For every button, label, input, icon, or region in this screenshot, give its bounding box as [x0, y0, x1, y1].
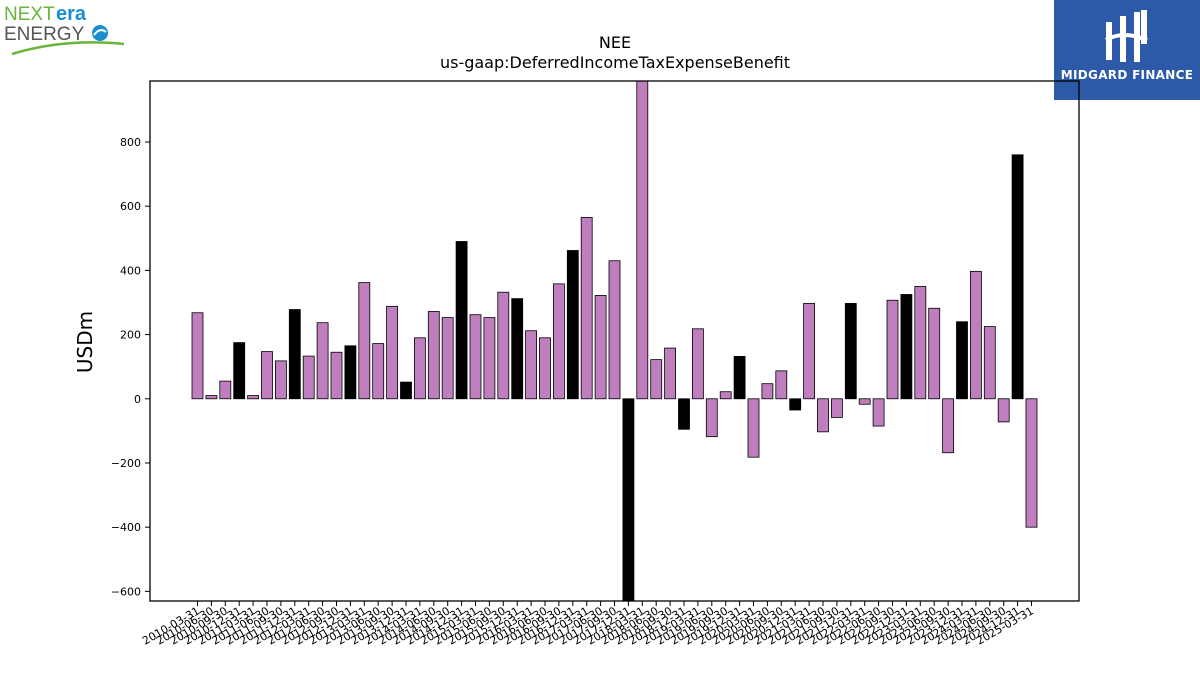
bar-2022-09-30: [886, 299, 899, 400]
bar-2013-09-30: [386, 305, 399, 400]
bar-2016-03-31: [525, 330, 537, 400]
bar-2018-06-30: [650, 359, 663, 400]
bar-2021-06-30: [817, 398, 829, 433]
bar-2012-03-31: [302, 355, 315, 400]
y-tick-label: 0: [134, 393, 141, 406]
bar-2010-09-30: [219, 380, 232, 400]
midgard-finance-logo: MIDGARD FINANCE: [1054, 0, 1200, 100]
bar-2013-06-30: [372, 343, 385, 400]
bar-2014-06-30: [427, 311, 440, 400]
bar-2013-12-31: [400, 381, 412, 400]
nextera-energy-logo: NEXT era ENERGY: [4, 2, 128, 60]
bar-2023-12-31: [956, 321, 968, 400]
nextera-logo-graphic: NEXT era ENERGY: [4, 3, 125, 56]
bar-2011-12-31: [288, 309, 301, 400]
bar-2020-03-31: [747, 398, 760, 458]
bar-2015-12-31: [511, 298, 524, 400]
bar-2020-12-31: [789, 398, 802, 411]
bar-2025-03-31: [1025, 398, 1038, 528]
bars-group: [191, 80, 1038, 602]
bar-2023-06-30: [928, 307, 941, 400]
bar-2016-09-30: [553, 283, 565, 400]
bar-2019-06-30: [705, 398, 718, 438]
bar-2015-03-31: [469, 314, 482, 400]
bar-2015-09-30: [497, 291, 510, 400]
bar-2023-03-31: [914, 286, 927, 400]
bar-2011-06-30: [261, 351, 273, 400]
y-tick-label: −600: [111, 585, 141, 598]
midgard-brand-name: MIDGARD FINANCE: [1060, 68, 1194, 82]
bar-2024-09-30: [997, 398, 1010, 423]
logo-arc: [11, 41, 125, 56]
bar-2011-03-31: [247, 395, 260, 400]
chart-title: NEE: [599, 33, 631, 52]
y-tick-label: 800: [120, 136, 141, 149]
bar-2013-03-31: [358, 282, 371, 400]
bar-2012-09-30: [330, 351, 343, 400]
bar-2019-03-31: [692, 328, 704, 400]
y-tick-label: −200: [111, 457, 141, 470]
bar-2024-03-31: [970, 270, 982, 400]
bar-2010-12-31: [233, 342, 246, 400]
bar-2017-03-31: [580, 217, 593, 400]
bar-2015-06-30: [483, 317, 496, 400]
bar-2022-03-31: [858, 398, 871, 405]
bar-2024-06-30: [983, 326, 996, 400]
logo-swirl-icon: [92, 25, 108, 41]
bar-2018-09-30: [664, 347, 676, 400]
bar-2018-12-31: [678, 398, 690, 430]
bar-2011-09-30: [274, 360, 287, 400]
bar-2020-09-30: [775, 370, 788, 400]
bar-2014-09-30: [441, 317, 454, 400]
chart-subtitle: us-gaap:DeferredIncomeTaxExpenseBenefit: [440, 53, 790, 72]
bar-2021-12-31: [844, 303, 857, 400]
y-tick-label: 200: [120, 329, 141, 342]
bar-2017-12-31: [622, 398, 635, 602]
bar-2010-03-31: [191, 312, 204, 400]
bar-2019-09-30: [719, 391, 732, 400]
logo-energy-text: ENERGY: [4, 24, 85, 45]
bar-2022-06-30: [872, 398, 885, 427]
bar-2017-06-30: [594, 295, 607, 400]
midgard-emblem-icon: [1104, 10, 1148, 62]
bar-2014-12-31: [455, 241, 468, 400]
bar-2020-06-30: [761, 383, 774, 400]
bar-2010-06-30: [205, 395, 218, 400]
bar-2016-12-31: [566, 250, 579, 400]
bar-2021-09-30: [831, 398, 843, 418]
bar-2019-12-31: [733, 356, 746, 400]
bar-2012-06-30: [316, 322, 329, 400]
bar-2022-12-31: [900, 294, 913, 400]
bar-2021-03-31: [803, 303, 815, 400]
y-axis-label: USDm: [73, 311, 97, 373]
y-tick-label: −400: [111, 521, 141, 534]
plot-frame: [149, 80, 1080, 602]
y-tick-label: 400: [120, 264, 141, 277]
bar-2012-12-31: [344, 345, 357, 400]
bar-2024-12-31: [1011, 154, 1024, 400]
bar-2014-03-31: [413, 337, 426, 400]
bar-2016-06-30: [539, 337, 551, 400]
bar-2018-03-31: [636, 80, 649, 400]
logo-next-text: NEXT: [4, 4, 55, 25]
y-axis-ticks: −600 −400 −200 0 200 400 600 800: [111, 136, 150, 598]
y-tick-label: 600: [120, 200, 141, 213]
bar-2023-09-30: [942, 398, 954, 454]
logo-era-text: era: [56, 3, 87, 25]
bar-2017-09-30: [608, 260, 621, 400]
x-axis-ticks: 2010-03-312010-06-302010-09-302010-12-31…: [140, 601, 1036, 648]
